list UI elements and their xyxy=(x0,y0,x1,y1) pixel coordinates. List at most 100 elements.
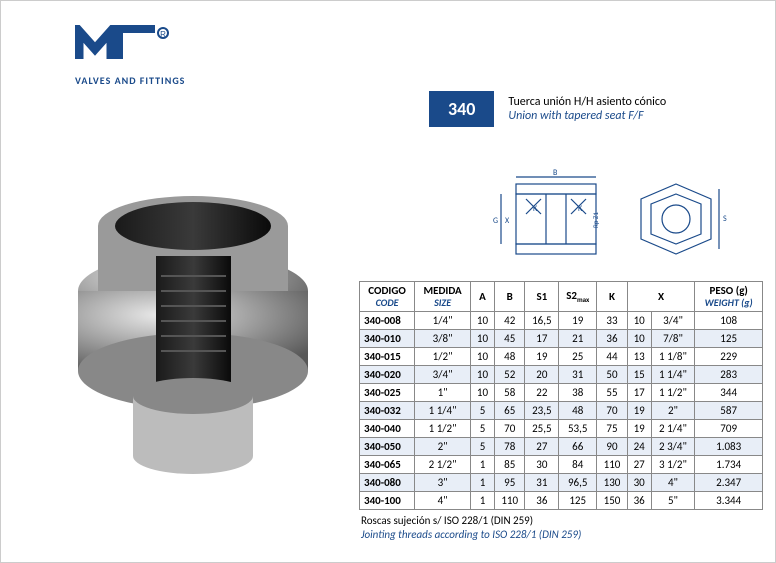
table-cell: 10 xyxy=(471,384,495,402)
table-cell: 340-032 xyxy=(360,402,415,420)
logo-mark-icon: R xyxy=(75,25,175,67)
table-cell: 36 xyxy=(597,330,628,348)
table-cell: 45 xyxy=(494,330,525,348)
table-cell: 110 xyxy=(494,492,525,510)
table-cell: 44 xyxy=(597,348,628,366)
table-cell: 1 xyxy=(471,492,495,510)
table-cell: 55 xyxy=(597,384,628,402)
col-s2: S2max xyxy=(559,282,597,312)
table-cell: 340-010 xyxy=(360,330,415,348)
table-cell: 1 1/4" xyxy=(415,402,471,420)
table-cell: 1/2" xyxy=(415,348,471,366)
table-cell: 110 xyxy=(597,456,628,474)
table-cell: 19 xyxy=(627,402,651,420)
table-cell: 3.344 xyxy=(695,492,763,510)
table-cell: 36 xyxy=(525,492,559,510)
table-cell: 108 xyxy=(695,312,763,330)
table-cell: 5 xyxy=(471,420,495,438)
table-cell: 1 1/2" xyxy=(651,384,695,402)
table-cell: 10 xyxy=(471,330,495,348)
table-cell: 5 xyxy=(471,438,495,456)
table-cell: 340-008 xyxy=(360,312,415,330)
table-cell: 340-050 xyxy=(360,438,415,456)
header: 340 Tuerca unión H/H asiento cónico Unio… xyxy=(429,91,666,127)
title-block: Tuerca unión H/H asiento cónico Union wi… xyxy=(508,95,666,124)
table-cell: 31 xyxy=(559,366,597,384)
table-cell: 65 xyxy=(494,402,525,420)
table-row: 340-0103/8"1045172136107/8"125 xyxy=(360,330,763,348)
table-cell: 70 xyxy=(597,402,628,420)
svg-text:K: K xyxy=(578,204,583,214)
table-cell: 19 xyxy=(559,312,597,330)
table-cell: 229 xyxy=(695,348,763,366)
table-cell: 30 xyxy=(627,474,651,492)
table-cell: 20 xyxy=(525,366,559,384)
svg-text:K: K xyxy=(533,204,538,214)
table-cell: 17 xyxy=(627,384,651,402)
table-row: 340-0803"1953196,5130304"2.347 xyxy=(360,474,763,492)
table-cell: 1 xyxy=(471,456,495,474)
table-cell: 84 xyxy=(559,456,597,474)
table-row: 340-0502"578276690242 3/4"1.083 xyxy=(360,438,763,456)
table-cell: 85 xyxy=(494,456,525,474)
table-row: 340-0203/4"1052203150151 1/4"283 xyxy=(360,366,763,384)
table-cell: 30 xyxy=(525,456,559,474)
table-cell: 3/4" xyxy=(651,312,695,330)
table-cell: 75 xyxy=(597,420,628,438)
table-row: 340-0321 1/4"56523,54870192"587 xyxy=(360,402,763,420)
table-cell: 21 xyxy=(559,330,597,348)
table-cell: 19 xyxy=(627,420,651,438)
table-row: 340-0151/2"1048192544131 1/8"229 xyxy=(360,348,763,366)
product-code-badge: 340 xyxy=(429,91,494,127)
table-cell: 1.083 xyxy=(695,438,763,456)
table-cell: 96,5 xyxy=(559,474,597,492)
table-cell: 10 xyxy=(471,312,495,330)
table-cell: 3" xyxy=(415,474,471,492)
svg-text:Rp Z1: Rp Z1 xyxy=(591,212,600,228)
svg-text:G: G xyxy=(493,216,498,226)
table-cell: 95 xyxy=(494,474,525,492)
col-x: X xyxy=(627,282,695,312)
table-cell: 23,5 xyxy=(525,402,559,420)
table-cell: 2" xyxy=(651,402,695,420)
table-cell: 4" xyxy=(651,474,695,492)
technical-diagram: K K G X B Rp Z1 S xyxy=(491,169,741,269)
table-cell: 22 xyxy=(525,384,559,402)
table-cell: 38 xyxy=(559,384,597,402)
table-cell: 70 xyxy=(494,420,525,438)
logo: R VALVES AND FITTINGS xyxy=(75,25,185,87)
title-en: Union with tapered seat F/F xyxy=(508,109,666,123)
table-cell: 25 xyxy=(559,348,597,366)
table-cell: 340-080 xyxy=(360,474,415,492)
spec-table: CODIGOCODE MEDIDASIZE A B S1 S2max K X P… xyxy=(359,281,763,510)
logo-tagline: VALVES AND FITTINGS xyxy=(75,74,185,87)
table-cell: 33 xyxy=(597,312,628,330)
table-cell: 3 1/2" xyxy=(651,456,695,474)
table-cell: 19 xyxy=(525,348,559,366)
table-cell: 53,5 xyxy=(559,420,597,438)
table-cell: 10 xyxy=(471,348,495,366)
svg-text:X: X xyxy=(505,216,510,226)
table-cell: 150 xyxy=(597,492,628,510)
table-head: CODIGOCODE MEDIDASIZE A B S1 S2max K X P… xyxy=(360,282,763,312)
table-cell: 709 xyxy=(695,420,763,438)
col-b: B xyxy=(494,282,525,312)
table-cell: 340-100 xyxy=(360,492,415,510)
table-cell: 2 3/4" xyxy=(651,438,695,456)
col-weight: PESO (g)WEIGHT (g) xyxy=(695,282,763,312)
table-row: 340-0401 1/2"57025,553,575192 1/4"709 xyxy=(360,420,763,438)
product-photo xyxy=(61,166,326,476)
table-cell: 13 xyxy=(627,348,651,366)
col-k: K xyxy=(597,282,628,312)
table-cell: 340-065 xyxy=(360,456,415,474)
table-cell: 90 xyxy=(597,438,628,456)
svg-text:B: B xyxy=(553,169,558,178)
table-cell: 3/8" xyxy=(415,330,471,348)
table-cell: 5" xyxy=(651,492,695,510)
table-cell: 1 1/2" xyxy=(415,420,471,438)
table-cell: 2.347 xyxy=(695,474,763,492)
table-cell: 283 xyxy=(695,366,763,384)
table-row: 340-0081/4"104216,51933103/4"108 xyxy=(360,312,763,330)
table-cell: 58 xyxy=(494,384,525,402)
table-cell: 2 1/2" xyxy=(415,456,471,474)
